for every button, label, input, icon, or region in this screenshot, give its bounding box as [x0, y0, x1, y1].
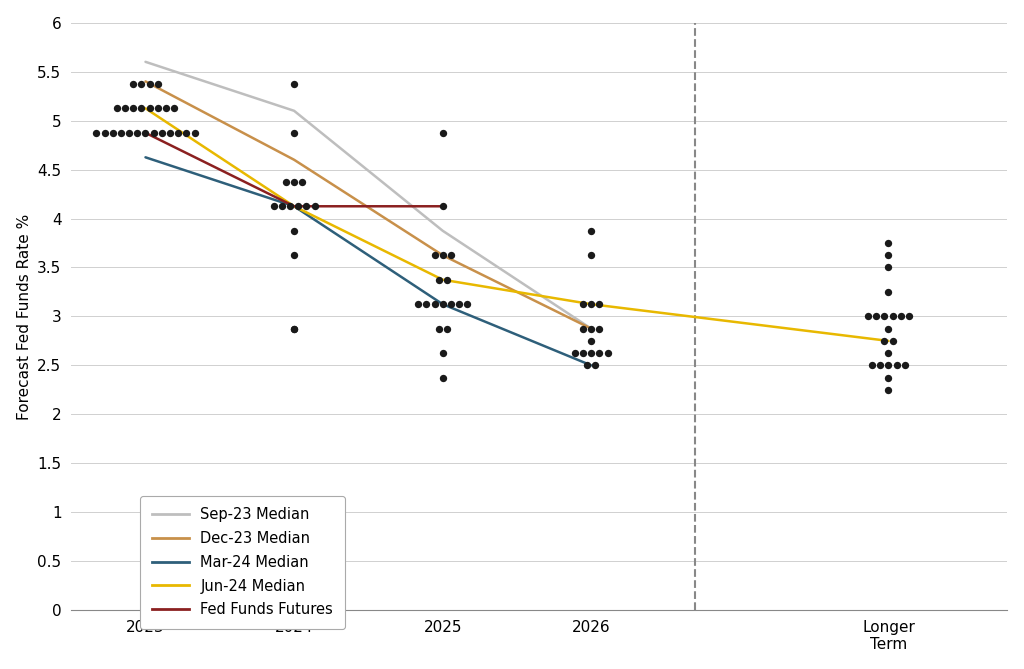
Point [599, 348, 615, 359]
Point [286, 250, 302, 261]
Point [881, 385, 897, 395]
Point [889, 360, 905, 371]
Point [154, 128, 170, 138]
Point [430, 323, 446, 334]
Point [583, 250, 599, 261]
Point [881, 237, 897, 248]
Point [591, 348, 607, 359]
Point [574, 323, 591, 334]
Point [901, 311, 918, 322]
Point [150, 103, 166, 114]
Point [104, 128, 121, 138]
Point [158, 103, 174, 114]
Point [451, 299, 467, 310]
Point [145, 128, 162, 138]
Point [282, 201, 298, 211]
Point [88, 128, 104, 138]
Point [129, 128, 145, 138]
Point [574, 299, 591, 310]
Point [286, 323, 302, 334]
Point [897, 360, 913, 371]
Point [170, 128, 186, 138]
Point [583, 225, 599, 236]
Point [133, 103, 150, 114]
Point [885, 336, 901, 347]
Point [125, 78, 141, 89]
Point [579, 360, 595, 371]
Point [273, 201, 290, 211]
Point [881, 286, 897, 297]
Point [265, 201, 282, 211]
Point [298, 201, 314, 211]
Point [434, 201, 451, 211]
Point [438, 323, 455, 334]
Point [286, 323, 302, 334]
Point [286, 78, 302, 89]
Point [877, 311, 893, 322]
Point [306, 201, 323, 211]
Point [881, 323, 897, 334]
Point [877, 336, 893, 347]
Point [591, 323, 607, 334]
Point [178, 128, 195, 138]
Point [113, 128, 129, 138]
Point [868, 311, 885, 322]
Point [893, 311, 909, 322]
Point [141, 103, 158, 114]
Point [286, 128, 302, 138]
Point [430, 274, 446, 285]
Point [434, 299, 451, 310]
Point [864, 360, 881, 371]
Point [117, 103, 133, 114]
Point [141, 78, 158, 89]
Point [137, 128, 154, 138]
Point [434, 348, 451, 359]
Point [125, 103, 141, 114]
Point [418, 299, 434, 310]
Point [434, 250, 451, 261]
Point [881, 348, 897, 359]
Point [166, 103, 182, 114]
Point [286, 177, 302, 187]
Point [294, 177, 310, 187]
Point [426, 250, 442, 261]
Legend: Sep-23 Median, Dec-23 Median, Mar-24 Median, Jun-24 Median, Fed Funds Futures: Sep-23 Median, Dec-23 Median, Mar-24 Med… [140, 496, 345, 629]
Point [162, 128, 178, 138]
Point [286, 225, 302, 236]
Point [459, 299, 475, 310]
Point [583, 323, 599, 334]
Point [566, 348, 583, 359]
Point [583, 299, 599, 310]
Point [109, 103, 125, 114]
Point [442, 250, 459, 261]
Point [121, 128, 137, 138]
Point [426, 299, 442, 310]
Point [881, 372, 897, 383]
Point [133, 78, 150, 89]
Point [186, 128, 203, 138]
Point [96, 128, 113, 138]
Point [434, 128, 451, 138]
Point [434, 372, 451, 383]
Y-axis label: Forecast Fed Funds Rate %: Forecast Fed Funds Rate % [16, 213, 32, 419]
Point [881, 262, 897, 273]
Point [881, 360, 897, 371]
Point [583, 336, 599, 347]
Point [150, 78, 166, 89]
Point [885, 311, 901, 322]
Point [574, 348, 591, 359]
Point [442, 299, 459, 310]
Point [587, 360, 603, 371]
Point [872, 360, 889, 371]
Point [278, 177, 294, 187]
Point [290, 201, 306, 211]
Point [583, 348, 599, 359]
Point [860, 311, 877, 322]
Point [410, 299, 426, 310]
Point [438, 274, 455, 285]
Point [591, 299, 607, 310]
Point [881, 250, 897, 261]
